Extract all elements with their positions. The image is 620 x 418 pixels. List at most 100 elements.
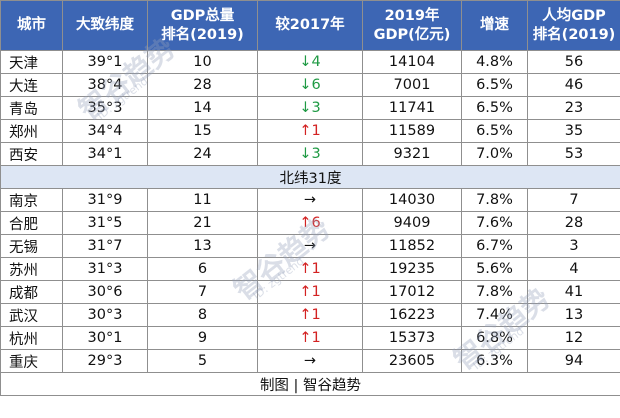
cell-growth: 7.8% [461,280,528,304]
cell-change: ↓3 [257,96,363,120]
cell-change: ↓6 [257,73,363,97]
cell-latitude: 30°6 [62,280,148,304]
col-header-gdp-text: 2019年 GDP(亿元) [373,7,451,43]
cell-change: → [257,234,363,258]
divider-row: 北纬31度 [0,165,620,189]
cell-city: 天津 [0,50,63,74]
cell-change: ↓4 [257,50,363,74]
col-header-latitude: 大致纬度 [62,0,148,51]
cell-gdp: 14104 [362,50,462,74]
cell-gdp: 15373 [362,326,462,350]
cell-change: ↑1 [257,303,363,327]
cell-gdp: 9409 [362,211,462,235]
cell-city: 大连 [0,73,63,97]
cell-latitude: 31°9 [62,188,148,212]
cell-change: ↓3 [257,142,363,166]
cell-growth: 5.6% [461,257,528,281]
cell-gdp-rank: 13 [147,234,258,258]
cell-change: ↑1 [257,326,363,350]
cell-gdp-rank: 11 [147,188,258,212]
cell-per-capita: 46 [527,73,620,97]
cell-change: ↑1 [257,280,363,304]
cell-gdp-rank: 7 [147,280,258,304]
cell-per-capita: 4 [527,257,620,281]
cell-per-capita: 56 [527,50,620,74]
cell-city: 合肥 [0,211,63,235]
gdp-table: 城市 大致纬度 GDP总量 排名(2019) 较2017年 2019年 GDP(亿元… [0,0,620,396]
cell-change: → [257,188,363,212]
cell-city: 无锡 [0,234,63,258]
cell-per-capita: 35 [527,119,620,143]
cell-growth: 7.8% [461,188,528,212]
col-header-change: 较2017年 [257,0,363,51]
cell-city: 杭州 [0,326,63,350]
cell-city: 西安 [0,142,63,166]
cell-change: ↑1 [257,257,363,281]
cell-growth: 7.4% [461,303,528,327]
cell-gdp: 9321 [362,142,462,166]
table-row: 青岛 35°3 14 ↓3 11741 6.5% 23 [0,96,620,120]
table-row: 成都 30°6 7 ↑1 17012 7.8% 41 [0,280,620,304]
cell-latitude: 35°3 [62,96,148,120]
col-header-gdp-rank-text: GDP总量 排名(2019) [161,7,244,43]
cell-gdp: 11852 [362,234,462,258]
cell-change: ↑1 [257,119,363,143]
cell-change: ↑6 [257,211,363,235]
table-row: 大连 38°4 28 ↓6 7001 6.5% 46 [0,73,620,97]
table-row: 无锡 31°7 13 → 11852 6.7% 3 [0,234,620,258]
col-header-growth: 增速 [461,0,528,51]
cell-gdp: 17012 [362,280,462,304]
cell-gdp-rank: 15 [147,119,258,143]
cell-latitude: 31°3 [62,257,148,281]
cell-per-capita: 3 [527,234,620,258]
cell-latitude: 31°5 [62,211,148,235]
cell-gdp: 16223 [362,303,462,327]
cell-latitude: 30°3 [62,303,148,327]
cell-gdp-rank: 24 [147,142,258,166]
cell-growth: 6.3% [461,349,528,373]
cell-growth: 6.5% [461,119,528,143]
cell-per-capita: 41 [527,280,620,304]
cell-gdp-rank: 8 [147,303,258,327]
cell-gdp-rank: 6 [147,257,258,281]
cell-per-capita: 28 [527,211,620,235]
cell-gdp: 11741 [362,96,462,120]
footer-row: 制图 | 智谷趋势 [0,372,620,396]
cell-city: 郑州 [0,119,63,143]
cell-latitude: 34°1 [62,142,148,166]
cell-growth: 4.8% [461,50,528,74]
cell-latitude: 39°1 [62,50,148,74]
cell-growth: 6.8% [461,326,528,350]
cell-per-capita: 7 [527,188,620,212]
cell-gdp-rank: 14 [147,96,258,120]
col-header-per-capita-text: 人均GDP 排名(2019) [532,7,616,43]
cell-growth: 6.5% [461,96,528,120]
cell-city: 南京 [0,188,63,212]
cell-latitude: 30°1 [62,326,148,350]
cell-gdp-rank: 5 [147,349,258,373]
col-header-gdp: 2019年 GDP(亿元) [362,0,462,51]
cell-city: 苏州 [0,257,63,281]
table-row: 西安 34°1 24 ↓3 9321 7.0% 53 [0,142,620,166]
table-row: 合肥 31°5 21 ↑6 9409 7.6% 28 [0,211,620,235]
table-row: 杭州 30°1 9 ↑1 15373 6.8% 12 [0,326,620,350]
cell-change: → [257,349,363,373]
cell-city: 重庆 [0,349,63,373]
cell-per-capita: 94 [527,349,620,373]
header-row: 城市 大致纬度 GDP总量 排名(2019) 较2017年 2019年 GDP(亿元… [0,0,620,51]
cell-growth: 7.6% [461,211,528,235]
cell-city: 武汉 [0,303,63,327]
cell-gdp-rank: 28 [147,73,258,97]
cell-city: 成都 [0,280,63,304]
cell-growth: 7.0% [461,142,528,166]
cell-latitude: 29°3 [62,349,148,373]
col-header-per-capita: 人均GDP 排名(2019) [527,0,620,51]
cell-gdp: 7001 [362,73,462,97]
cell-latitude: 38°4 [62,73,148,97]
table-row: 武汉 30°3 8 ↑1 16223 7.4% 13 [0,303,620,327]
cell-gdp-rank: 9 [147,326,258,350]
cell-per-capita: 23 [527,96,620,120]
cell-latitude: 31°7 [62,234,148,258]
col-header-city: 城市 [0,0,63,51]
cell-gdp: 19235 [362,257,462,281]
